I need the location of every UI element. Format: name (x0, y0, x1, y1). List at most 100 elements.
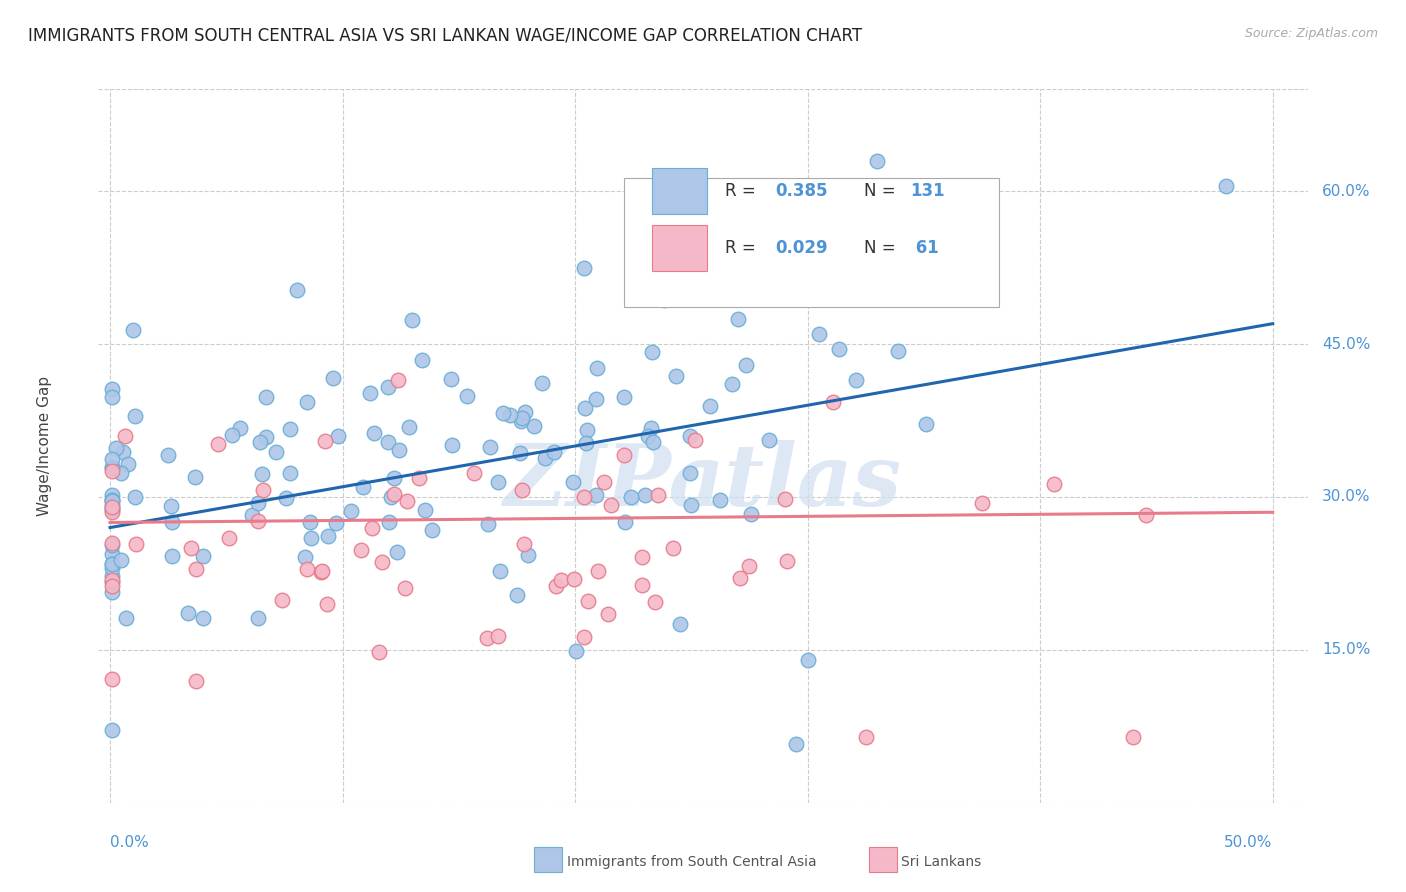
Point (309, 565, 332, 579)
Point (546, 579, 568, 593)
Point (101, 391, 124, 405)
Point (796, 653, 818, 667)
Text: 45.0%: 45.0% (1322, 336, 1371, 351)
Point (270, 593, 292, 607)
Point (477, 516, 499, 531)
Point (191, 549, 214, 563)
Point (411, 352, 433, 367)
Point (180, 541, 202, 556)
Point (101, 557, 124, 571)
Point (368, 645, 391, 659)
Point (398, 420, 420, 434)
Point (101, 488, 124, 502)
Point (681, 498, 703, 512)
Point (530, 376, 553, 391)
Text: ZIPatlas: ZIPatlas (503, 440, 903, 524)
Point (401, 313, 423, 327)
Point (101, 382, 124, 396)
Point (775, 491, 797, 506)
Point (295, 394, 318, 409)
Text: 131: 131 (910, 182, 945, 200)
Point (808, 327, 831, 342)
Point (125, 537, 148, 551)
Point (513, 537, 536, 551)
Point (101, 535, 124, 549)
Point (314, 434, 336, 449)
Point (855, 730, 877, 744)
Point (738, 558, 761, 573)
Point (328, 429, 350, 443)
Point (322, 371, 344, 385)
Point (572, 630, 595, 644)
Point (278, 466, 301, 480)
Point (101, 504, 124, 518)
Point (575, 436, 598, 450)
Text: 15.0%: 15.0% (1322, 642, 1371, 657)
Text: R =: R = (724, 239, 761, 257)
Point (162, 516, 184, 530)
Point (574, 401, 596, 416)
Point (600, 498, 623, 512)
Point (565, 643, 588, 657)
Point (101, 464, 124, 478)
Text: Immigrants from South Central Asia: Immigrants from South Central Asia (567, 855, 817, 869)
Point (517, 548, 540, 562)
Point (122, 323, 145, 337)
Point (505, 588, 527, 602)
Point (101, 494, 124, 508)
Point (101, 557, 124, 571)
Point (101, 461, 124, 475)
Point (207, 437, 229, 451)
Point (478, 440, 501, 454)
Point (101, 561, 124, 575)
Point (586, 360, 609, 375)
Point (101, 503, 124, 517)
Point (101, 492, 124, 507)
Point (246, 515, 269, 529)
Point (101, 585, 124, 599)
Point (183, 469, 205, 483)
Point (509, 446, 531, 460)
FancyBboxPatch shape (624, 178, 1000, 307)
Point (576, 423, 599, 437)
Point (758, 433, 780, 447)
Point (613, 448, 636, 462)
Point (105, 441, 128, 455)
Point (730, 571, 752, 585)
Point (665, 369, 688, 384)
Point (380, 490, 402, 504)
Point (221, 428, 243, 442)
Point (576, 594, 599, 608)
Point (240, 508, 263, 522)
Point (721, 377, 744, 392)
Point (486, 475, 509, 489)
Point (294, 549, 316, 564)
Point (652, 293, 675, 308)
Point (186, 673, 208, 688)
Text: 50.0%: 50.0% (1225, 836, 1272, 850)
Text: 0.385: 0.385 (776, 182, 828, 200)
FancyBboxPatch shape (652, 225, 707, 271)
Point (420, 524, 443, 538)
Point (637, 429, 659, 443)
Point (643, 435, 665, 450)
FancyBboxPatch shape (652, 168, 707, 214)
Point (596, 607, 619, 621)
Text: 0.029: 0.029 (776, 239, 828, 257)
Point (585, 488, 607, 502)
Point (550, 574, 572, 588)
Point (394, 582, 416, 596)
Point (159, 499, 181, 513)
Point (325, 516, 347, 530)
Point (735, 358, 758, 372)
Point (727, 311, 749, 326)
Point (562, 572, 585, 586)
Point (112, 445, 135, 459)
Point (377, 380, 399, 394)
Text: Wage/Income Gap: Wage/Income Gap (37, 376, 52, 516)
Point (101, 451, 124, 466)
Point (1215, 179, 1237, 194)
Point (661, 541, 683, 556)
Text: Source: ZipAtlas.com: Source: ZipAtlas.com (1244, 27, 1378, 40)
Point (683, 433, 706, 447)
